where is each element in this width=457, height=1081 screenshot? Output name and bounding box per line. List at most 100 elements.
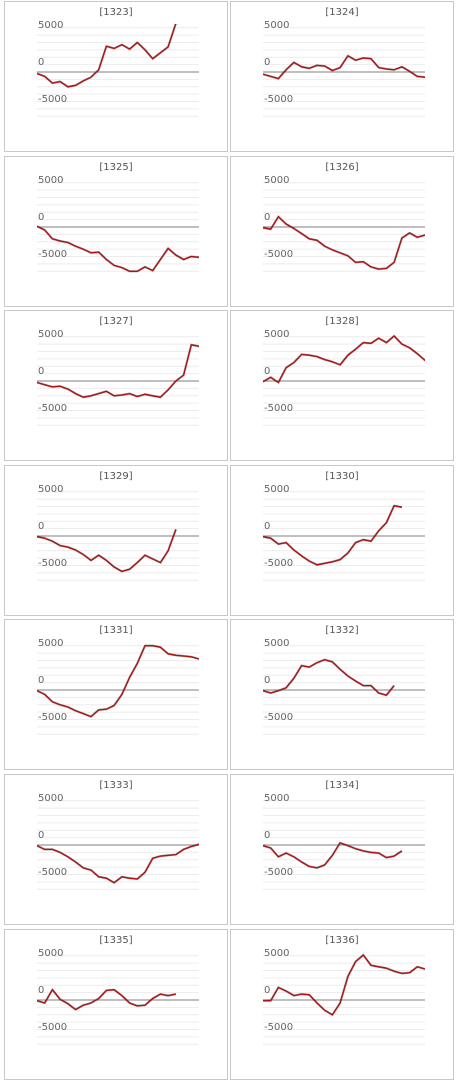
series-line [263, 659, 395, 697]
y-tick-label: -5000 [38, 712, 67, 723]
chart-title: [1325] [99, 161, 133, 173]
chart-panel: [1325] 5000 0 -5000 [4, 155, 228, 307]
series-line [37, 344, 199, 399]
y-tick-label: 5000 [38, 793, 63, 804]
y-tick-label: -5000 [264, 94, 293, 105]
y-tick-label: -5000 [38, 249, 67, 260]
line-chart: 5000 0 -5000 [263, 948, 425, 1045]
line-chart: 5000 0 -5000 [263, 638, 425, 736]
y-tick-label: -5000 [264, 249, 293, 260]
y-tick-label: -5000 [264, 867, 293, 878]
series-line [37, 645, 199, 718]
chart-title: [1327] [99, 316, 133, 328]
line-chart: 5000 0 -5000 [37, 20, 199, 117]
series-line [263, 335, 425, 384]
chart-title: [1330] [325, 470, 359, 482]
line-chart: 5000 0 -5000 [37, 638, 199, 736]
y-tick-label: 5000 [264, 329, 289, 340]
chart-panel: [1333] 5000 0 -5000 [4, 774, 228, 925]
y-tick-label: 0 [264, 212, 270, 223]
line-chart: 5000 0 -5000 [263, 484, 425, 581]
y-tick-label: 5000 [38, 948, 63, 959]
series-line [263, 215, 425, 270]
y-tick-label: 0 [264, 985, 270, 996]
chart-panel: [1327] 5000 0 -5000 [4, 310, 228, 462]
y-tick-label: -5000 [264, 558, 293, 569]
series-line [263, 504, 403, 566]
y-tick-label: -5000 [264, 1022, 293, 1033]
chart-panel: [1323] 5000 0 -5000 [4, 1, 228, 152]
y-tick-label: 5000 [264, 638, 289, 649]
chart-title: [1329] [99, 470, 133, 482]
chart-title: [1336] [325, 934, 359, 946]
y-tick-label: 0 [264, 366, 270, 377]
y-tick-label: 0 [38, 57, 44, 68]
y-tick-label: 5000 [264, 484, 289, 495]
y-tick-label: 5000 [264, 175, 289, 186]
series-line-shadow [263, 214, 425, 270]
series-line [37, 988, 177, 1010]
line-chart: 5000 0 -5000 [37, 175, 199, 272]
chart-panel: [1334] 5000 0 -5000 [230, 774, 454, 925]
y-tick-label: 5000 [38, 638, 63, 649]
y-tick-label: 0 [264, 57, 270, 68]
y-tick-label: -5000 [38, 1022, 67, 1033]
series-line [37, 24, 177, 88]
chart-title: [1334] [325, 780, 359, 791]
chart-panel: [1324] 5000 0 -5000 [230, 1, 454, 152]
chart-panel: [1330] 5000 0 -5000 [230, 464, 454, 616]
y-tick-label: -5000 [38, 558, 67, 569]
y-tick-label: 0 [38, 366, 44, 377]
line-chart: 5000 0 -5000 [37, 484, 199, 581]
chart-panel: [1335] 5000 0 -5000 [4, 928, 228, 1080]
line-chart: 5000 0 -5000 [37, 948, 199, 1045]
y-tick-label: -5000 [264, 403, 293, 414]
y-tick-label: 0 [264, 675, 270, 686]
y-tick-label: -5000 [38, 867, 67, 878]
chart-title: [1335] [99, 934, 133, 946]
chart-title: [1323] [99, 7, 133, 18]
chart-panel: [1328] 5000 0 -5000 [230, 310, 454, 462]
y-tick-label: 0 [264, 521, 270, 532]
y-tick-label: 0 [38, 830, 44, 841]
y-tick-label: 5000 [264, 793, 289, 804]
y-tick-label: 5000 [38, 175, 63, 186]
series-line-shadow [37, 644, 199, 719]
series-line [263, 55, 425, 80]
y-tick-label: 5000 [38, 484, 63, 495]
chart-title: [1332] [325, 625, 359, 637]
chart-title: [1333] [99, 780, 133, 791]
series-line [263, 842, 403, 869]
y-tick-label: 0 [38, 675, 44, 686]
series-line [263, 953, 425, 1016]
y-tick-label: -5000 [264, 712, 293, 723]
chart-panel: [1326] 5000 0 -5000 [230, 155, 454, 307]
chart-title: [1326] [325, 161, 359, 173]
chart-title: [1324] [325, 7, 359, 18]
y-tick-label: 5000 [264, 20, 289, 31]
y-tick-label: 5000 [264, 948, 289, 959]
y-tick-label: 0 [264, 830, 270, 841]
chart-title: [1328] [325, 316, 359, 328]
line-chart: 5000 0 -5000 [37, 329, 199, 426]
chart-panel: [1331] 5000 0 -5000 [4, 619, 228, 771]
line-chart: 5000 0 -5000 [263, 20, 425, 117]
series-line [37, 528, 177, 572]
y-tick-label: 5000 [38, 329, 63, 340]
series-line [37, 843, 199, 884]
chart-panel: [1336] 5000 0 -5000 [230, 928, 454, 1080]
y-tick-label: -5000 [38, 403, 67, 414]
line-chart: 5000 0 -5000 [37, 793, 199, 890]
series-line [37, 225, 199, 272]
chart-panel: [1332] 5000 0 -5000 [230, 619, 454, 771]
line-chart: 5000 0 -5000 [263, 329, 425, 426]
y-tick-label: 0 [38, 212, 44, 223]
y-tick-label: 0 [38, 521, 44, 532]
series-line-shadow [263, 504, 403, 566]
chart-panel: [1329] 5000 0 -5000 [4, 464, 228, 616]
series-line-shadow [37, 24, 180, 88]
chart-title: [1331] [99, 625, 133, 637]
series-line-shadow [37, 343, 199, 399]
y-tick-label: -5000 [38, 94, 67, 105]
